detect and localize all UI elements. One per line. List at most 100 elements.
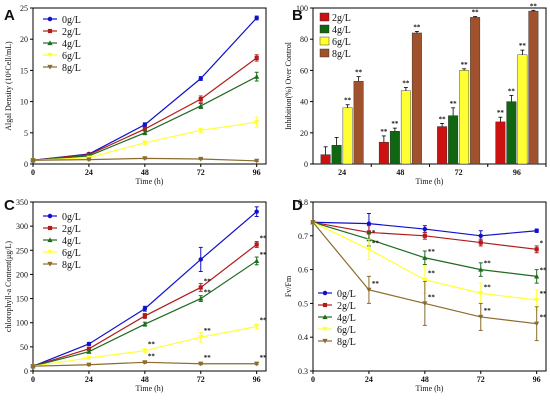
bar — [517, 54, 528, 165]
data-point — [254, 361, 260, 367]
data-point — [478, 233, 483, 239]
x-tick-label: 0 — [31, 375, 35, 384]
significance-mark: ** — [148, 341, 156, 349]
data-point — [478, 267, 484, 272]
data-point — [310, 220, 316, 225]
panel-b: B 0 20 40 60 80 100 Inhibition(%) Over Control T… — [284, 2, 547, 186]
data-point — [478, 291, 484, 296]
panel-d: D 0.3 0.4 0.5 0.6 0.7 0.8 Fv/Fm Time (h) 0 24 48 72 9… — [284, 197, 547, 393]
data-point — [198, 335, 204, 340]
y-tick-label: 15 — [20, 66, 28, 75]
y-tick-label: 200 — [16, 270, 28, 279]
y-tick-label: 10 — [20, 98, 28, 107]
y-tick-label: 60 — [300, 66, 308, 75]
y-tick-label: 25 — [20, 4, 28, 13]
data-point — [142, 321, 148, 327]
legend-marker — [322, 326, 328, 332]
bar — [495, 121, 506, 165]
x-tick-label: 72 — [455, 168, 463, 177]
data-point — [422, 255, 428, 260]
legend-label: 0g/L — [337, 289, 356, 300]
series-4gl — [30, 71, 260, 163]
legend-marker — [47, 249, 53, 255]
data-point — [142, 348, 148, 354]
y-axis-label: Fv/Fm — [284, 275, 293, 297]
y-tick-label: 0.5 — [298, 299, 308, 308]
x-tick-label: 0 — [31, 168, 35, 177]
data-point — [86, 341, 92, 347]
legend-marker — [47, 213, 53, 219]
legend-marker — [322, 314, 328, 320]
significance-mark: ** — [204, 327, 212, 335]
significance-mark: ** — [461, 61, 469, 69]
data-point — [534, 228, 539, 233]
x-tick-label: 0 — [311, 375, 315, 384]
legend-swatch — [319, 48, 330, 58]
significance-mark: ** — [391, 120, 399, 128]
series-8gl: ** ** ** — [30, 352, 267, 369]
plot-frame — [32, 7, 267, 165]
significance-mark: ** — [260, 234, 268, 242]
legend: 0g/L2g/L4g/L6g/L8g/L — [43, 212, 81, 271]
significance-mark: ** — [530, 2, 538, 10]
significance-mark: ** — [540, 290, 548, 298]
data-point — [534, 247, 539, 252]
data-point — [198, 128, 204, 133]
significance-mark: ** — [413, 23, 421, 31]
data-point — [86, 157, 92, 163]
y-axis-label: chlorophyll-a Content(μg/L) — [4, 241, 13, 332]
panel-letter: A — [4, 7, 15, 24]
x-tick-label: 72 — [477, 375, 485, 384]
data-point — [366, 221, 372, 226]
significance-mark: ** — [428, 293, 436, 301]
bar — [411, 32, 422, 165]
significance-mark: ** — [439, 115, 447, 123]
y-tick-label: 0.7 — [298, 232, 308, 241]
data-point — [86, 362, 92, 368]
data-point — [198, 76, 203, 81]
data-point — [254, 158, 260, 164]
legend-label: 2g/L — [337, 301, 356, 312]
series-8gl: ******** — [310, 220, 547, 342]
data-point — [142, 140, 148, 146]
legend-label: 4g/L — [62, 236, 81, 247]
significance-mark: ** — [204, 289, 212, 297]
y-tick-label: 80 — [300, 35, 308, 44]
data-point — [534, 273, 540, 279]
legend-marker — [47, 225, 53, 231]
legend: 0g/L2g/L4g/L6g/L8g/L — [43, 15, 81, 74]
significance-mark: ** — [519, 42, 527, 50]
legend-marker — [322, 338, 328, 344]
x-tick-label: 24 — [85, 168, 93, 177]
legend-marker — [47, 40, 53, 46]
x-axis-label: Time (h) — [136, 384, 164, 393]
y-tick-label: 20 — [300, 129, 308, 138]
significance-mark: ** — [484, 260, 492, 268]
significance-mark: ** — [204, 354, 212, 362]
legend-label: 4g/L — [62, 39, 81, 50]
data-point — [478, 314, 484, 320]
data-point — [366, 247, 372, 252]
significance-mark: ** — [497, 109, 505, 117]
legend-swatch — [319, 12, 330, 22]
series-6gl: ** ** ** ** — [342, 42, 528, 165]
data-point — [198, 97, 203, 102]
y-axis-label: Algal Density (10⁶Cell/mL) — [4, 41, 13, 131]
x-tick-label: 24 — [85, 375, 93, 384]
legend-marker — [47, 28, 53, 34]
y-tick-label: 0.8 — [298, 198, 308, 207]
y-tick-label: 40 — [300, 98, 308, 107]
x-tick-label: 24 — [365, 375, 373, 384]
significance-mark: ** — [344, 97, 352, 105]
data-point — [534, 321, 540, 327]
data-point — [422, 226, 428, 232]
y-tick-label: 0 — [24, 367, 28, 376]
x-tick-label: 48 — [141, 375, 149, 384]
y-tick-label: 0 — [24, 160, 28, 169]
data-point — [86, 349, 92, 354]
significance-mark: * — [540, 239, 544, 247]
legend-label: 0g/L — [62, 15, 81, 26]
data-point — [198, 156, 204, 162]
data-point — [254, 324, 260, 330]
